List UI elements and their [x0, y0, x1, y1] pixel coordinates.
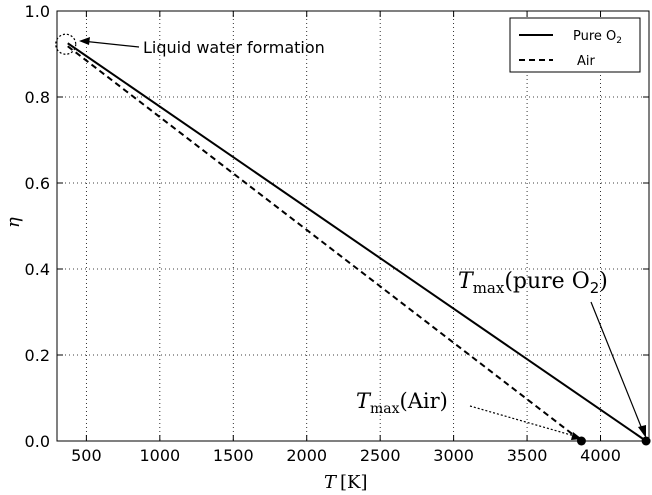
- x-tick-label: 1500: [213, 446, 254, 465]
- y-axis-label: η: [3, 217, 24, 228]
- tmax-pure-arrow: [590, 301, 645, 435]
- series: [67, 42, 647, 442]
- liquid-water-marker: [55, 33, 77, 55]
- tmax-air-sub: max: [370, 401, 400, 417]
- x-axis-label-T: T: [324, 472, 338, 493]
- x-tick-label: 3000: [433, 446, 474, 465]
- tmax-air-text: (Air): [400, 389, 448, 413]
- grid: [57, 11, 649, 441]
- x-tick-label: 3500: [507, 446, 548, 465]
- y-tick-label: 0.8: [25, 88, 50, 107]
- x-tick-label: 2000: [286, 446, 327, 465]
- tmax-air-label: Tmax(Air): [356, 389, 448, 417]
- legend: Pure O2 Air: [509, 17, 641, 73]
- tmax-air-arrow: [469, 405, 579, 438]
- legend-air-label: Air: [577, 54, 596, 69]
- x-axis-label: T [K]: [324, 472, 368, 493]
- tmax-pure-close: ): [599, 269, 608, 294]
- tmax-pure-sub2: 2: [590, 279, 600, 297]
- tmax-pure-text: (pure O: [504, 269, 589, 294]
- tmax-pure-label: Tmax(pure O2): [458, 269, 608, 297]
- x-tick-label: 1000: [139, 446, 180, 465]
- plot-frame: [56, 10, 650, 442]
- tmax-pure-T: T: [458, 269, 475, 294]
- legend-pure-main: Pure O: [573, 29, 616, 44]
- tmax-air-T: T: [356, 389, 372, 413]
- legend-pure-sub: 2: [616, 36, 622, 46]
- y-tick-label: 0.0: [25, 432, 50, 451]
- ticks: [57, 10, 649, 442]
- liquid-water-arrowhead: [79, 37, 90, 45]
- x-axis-label-unit: [K]: [340, 472, 368, 493]
- y-tick-label: 0.6: [25, 174, 50, 193]
- series-line-air: [67, 45, 583, 442]
- tmax-air-dot: [576, 436, 586, 446]
- legend-box: [509, 17, 641, 73]
- y-tick-label: 0.2: [25, 346, 50, 365]
- x-tick-label: 500: [71, 446, 102, 465]
- legend-pure-label: Pure O2: [573, 29, 622, 46]
- series-line-pure-o2: [67, 42, 647, 442]
- tmax-pure-sub: max: [473, 279, 505, 297]
- tmax-pure-arrowhead: [638, 425, 646, 438]
- x-tick-label: 2500: [360, 446, 401, 465]
- y-tick-label: 0.4: [25, 260, 50, 279]
- x-tick-label: 4000: [580, 446, 621, 465]
- y-tick-labels: 0.0 0.2 0.4 0.6 0.8 1.0: [25, 2, 50, 451]
- y-tick-label: 1.0: [25, 2, 50, 21]
- tmax-pure-dot: [641, 436, 651, 446]
- liquid-water-label: Liquid water formation: [143, 38, 325, 57]
- liquid-water-arrow: [81, 40, 140, 48]
- x-tick-labels: 500 1000 1500 2000 2500 3000 3500 4000: [71, 446, 621, 465]
